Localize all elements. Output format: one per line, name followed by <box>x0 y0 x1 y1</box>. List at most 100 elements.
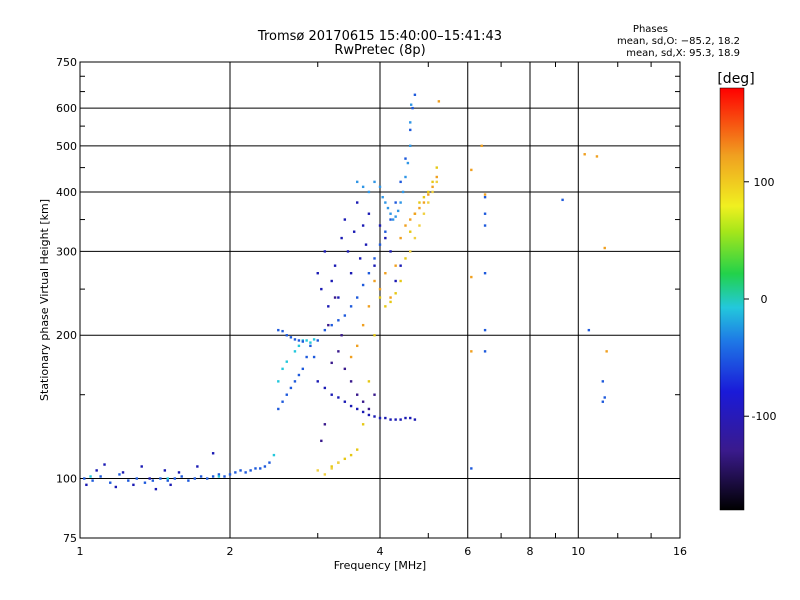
data-point <box>373 180 376 184</box>
data-point <box>187 479 190 482</box>
y-axis-ticks: 75 100 200 300 400 500 600 750 <box>56 56 77 545</box>
data-point <box>244 471 247 474</box>
data-point <box>349 404 353 408</box>
data-point <box>483 224 487 227</box>
data-point <box>293 380 297 383</box>
data-point <box>337 461 340 464</box>
data-point <box>343 218 347 221</box>
data-point <box>361 400 365 403</box>
data-point <box>418 201 421 204</box>
data-point <box>289 336 293 339</box>
data-point <box>399 279 402 283</box>
data-point <box>396 209 400 213</box>
data-point <box>413 418 417 421</box>
y-tick-label: 400 <box>56 186 77 199</box>
data-point <box>330 361 333 365</box>
data-point <box>378 287 382 291</box>
data-point <box>103 463 106 466</box>
colorbar-tick-label: 100 <box>754 176 775 189</box>
data-point <box>151 479 155 482</box>
data-point <box>361 323 365 327</box>
data-point <box>431 185 434 189</box>
data-point <box>277 407 280 411</box>
data-point <box>121 471 125 474</box>
data-point <box>263 465 267 468</box>
data-point <box>169 483 172 487</box>
data-point <box>223 475 226 478</box>
data-point <box>99 475 102 478</box>
data-point <box>320 439 323 443</box>
y-tick-label: 75 <box>63 532 77 545</box>
data-point <box>595 155 599 158</box>
data-point <box>384 236 387 240</box>
data-point <box>234 471 237 474</box>
colorbar <box>719 87 745 511</box>
data-point <box>323 250 327 253</box>
data-point <box>114 485 118 489</box>
data-point <box>281 367 284 371</box>
x-tick-label: 2 <box>227 545 234 558</box>
x-axis-ticks: 1 2 4 6 8 10 16 <box>77 545 688 558</box>
data-point <box>427 190 430 194</box>
data-point <box>285 334 288 337</box>
data-point <box>394 264 397 267</box>
x-tick-label: 8 <box>527 545 534 558</box>
data-point <box>281 400 284 403</box>
data-point <box>83 477 86 480</box>
data-point <box>143 481 147 484</box>
data-point <box>254 467 257 470</box>
data-point <box>384 305 387 308</box>
data-point <box>277 328 280 332</box>
data-point <box>343 314 347 317</box>
colorbar-tick-label: -100 <box>752 410 777 423</box>
data-point <box>367 190 371 194</box>
data-point <box>361 224 365 227</box>
data-point <box>411 106 414 110</box>
data-point <box>361 283 365 287</box>
data-point <box>431 180 434 184</box>
data-point <box>330 323 333 327</box>
data-point <box>355 344 359 348</box>
data-point <box>389 250 392 253</box>
data-point <box>193 477 197 480</box>
data-point <box>159 477 162 480</box>
data-point <box>373 393 376 396</box>
chart-title: Tromsø 20170615 15:40:00–15:41:43 <box>257 29 502 44</box>
data-point <box>418 224 421 227</box>
data-point <box>483 212 487 215</box>
data-point <box>603 396 606 399</box>
data-point <box>394 201 397 204</box>
data-point <box>404 416 407 420</box>
data-point <box>297 344 301 348</box>
data-point <box>409 218 412 221</box>
data-point <box>327 305 330 308</box>
data-point <box>320 287 323 291</box>
data-point <box>404 175 407 179</box>
data-point <box>470 350 473 353</box>
data-point <box>301 340 305 343</box>
data-point <box>367 272 371 275</box>
y-tick-label: 100 <box>56 473 77 486</box>
data-point <box>361 185 365 189</box>
data-point <box>205 477 209 480</box>
data-point <box>427 193 430 196</box>
data-point <box>297 339 301 342</box>
data-point <box>367 212 371 215</box>
data-point <box>431 190 434 194</box>
data-point <box>349 453 353 457</box>
data-point <box>316 469 319 472</box>
data-point <box>483 195 487 199</box>
data-point <box>239 469 242 472</box>
data-point <box>389 218 392 221</box>
data-point <box>364 243 368 246</box>
data-point <box>470 168 473 172</box>
data-point <box>399 236 402 240</box>
data-point <box>355 393 359 396</box>
data-point <box>217 475 221 478</box>
phase-info-o: mean, sd,O: −85.2, 18.2 <box>617 36 740 47</box>
data-point <box>173 477 177 480</box>
data-point <box>166 477 169 480</box>
data-point <box>427 201 430 204</box>
data-point <box>361 423 365 426</box>
data-point <box>386 206 390 210</box>
